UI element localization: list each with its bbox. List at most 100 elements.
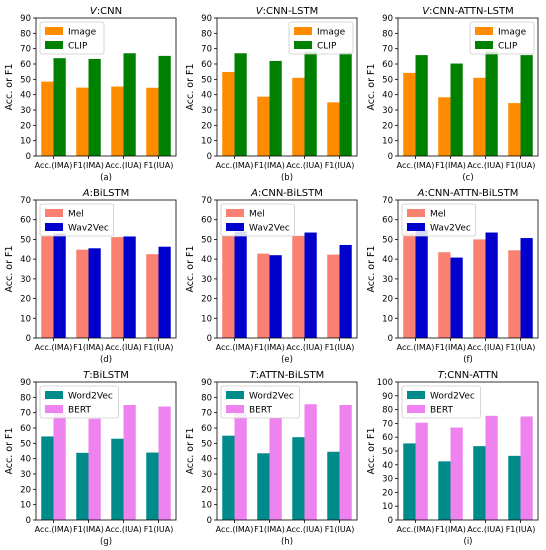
plot-frame: [397, 17, 539, 157]
bar-wav2vec-3: [304, 232, 317, 338]
panel-e: 0 10 20 30 40 50 60 70 Acc. or F1 Acc.(IMA) F1(IMA…: [185, 188, 358, 365]
x-tick-label: F1(IMA): [254, 525, 285, 534]
y-tick-label: 80: [382, 29, 393, 39]
bar-mel-3: [111, 237, 124, 338]
legend-label: Wav2Vec: [249, 224, 290, 234]
bar-image-3: [111, 86, 124, 156]
bar-word2vec-3: [473, 446, 486, 520]
bar-bert-3: [123, 405, 136, 520]
y-axis-label: Acc. or F1: [185, 245, 196, 292]
chart-title: A:CNN-BiLSTM: [250, 188, 323, 199]
y-axis-label: Acc. or F1: [4, 63, 15, 110]
chart-title-prefix: T: [83, 370, 90, 381]
bar-image-2: [76, 87, 89, 156]
x-tick-label: F1(IMA): [73, 343, 104, 352]
bar-mel-1: [222, 235, 235, 338]
y-tick-label: 80: [20, 29, 31, 39]
bar-mel-3: [292, 235, 305, 338]
y-tick-label: 60: [382, 60, 393, 70]
bar-mel-2: [257, 253, 270, 338]
legend-swatch-image: [294, 27, 312, 35]
bar-mel-2: [76, 249, 89, 338]
legend-label: BERT: [249, 406, 272, 416]
x-tick-label: Acc.(IMA): [216, 161, 254, 170]
x-tick-label: Acc.(IMA): [35, 343, 73, 352]
bar-clip-2: [88, 58, 101, 156]
bar-word2vec-2: [76, 452, 89, 520]
bar-mel-4: [508, 250, 521, 338]
legend-swatch-word2vec: [45, 391, 63, 399]
y-tick-label: 70: [20, 196, 31, 206]
y-tick-label: 0: [26, 152, 31, 162]
x-tick-label: F1(IUA): [325, 161, 355, 170]
bar-clip-1: [234, 53, 247, 157]
x-tick-label: Acc.(IUA): [286, 525, 323, 534]
y-tick-label: 30: [201, 470, 212, 480]
bar-mel-4: [327, 254, 340, 338]
bar-clip-3: [123, 53, 136, 157]
y-tick-label: 30: [20, 470, 31, 480]
chart-title-prefix: V: [422, 6, 430, 17]
panel-label: (i): [464, 537, 473, 547]
legend: Image CLIP: [39, 21, 105, 55]
bar-image-2: [438, 97, 451, 156]
bar-word2vec-3: [111, 438, 124, 520]
panel-label: (f): [463, 355, 473, 365]
chart-title-prefix: V: [90, 6, 98, 17]
bar-word2vec-4: [327, 451, 340, 520]
legend-label: Image: [498, 28, 527, 38]
y-tick-label: 40: [382, 91, 393, 101]
bar-bert-2: [269, 418, 282, 520]
y-tick-label: 40: [382, 255, 393, 265]
legend-swatch-mel: [407, 209, 425, 217]
legend-swatch-bert: [45, 405, 63, 413]
y-tick-label: 0: [207, 334, 212, 344]
y-tick-label: 70: [20, 45, 31, 55]
chart-title-text: :CNN-BiLSTM: [258, 188, 323, 199]
panel-d: 0 10 20 30 40 50 60 70 Acc. or F1 Acc.(IMA) F1(IMA…: [4, 188, 177, 365]
chart-title-text: :BiLSTM: [90, 188, 130, 199]
y-tick-label: 50: [382, 447, 393, 457]
legend-swatch-wav2vec: [226, 223, 244, 231]
bar-clip-3: [485, 51, 498, 156]
bar-mel-1: [41, 235, 54, 338]
chart-title: T:ATTN-BiLSTM: [250, 370, 325, 381]
legend-label: BERT: [68, 406, 91, 416]
chart-title: V:CNN: [90, 6, 122, 17]
legend-swatch-image: [45, 27, 63, 35]
y-tick-label: 40: [201, 255, 212, 265]
y-tick-label: 0: [388, 334, 393, 344]
y-tick-label: 20: [20, 295, 31, 305]
bar-clip-4: [339, 52, 352, 156]
bar-wav2vec-1: [415, 229, 428, 338]
y-tick-label: 70: [20, 409, 31, 419]
legend-swatch-bert: [407, 405, 425, 413]
x-tick-label: F1(IMA): [435, 161, 466, 170]
y-tick-label: 40: [201, 91, 212, 101]
chart-title-text: :BiLSTM: [89, 370, 129, 381]
y-tick-label: 20: [382, 121, 393, 131]
bar-bert-4: [158, 406, 171, 520]
legend-swatch-clip: [475, 41, 493, 49]
x-tick-label: F1(IMA): [435, 525, 466, 534]
y-tick-label: 40: [382, 461, 393, 471]
y-tick-label: 50: [201, 235, 212, 245]
legend: Word2Vec BERT: [401, 385, 481, 419]
plot-frame: [35, 199, 177, 339]
bar-wav2vec-4: [339, 244, 352, 338]
y-tick-label: 50: [382, 235, 393, 245]
legend-label: Mel: [430, 210, 446, 220]
chart-title-prefix: A: [250, 188, 258, 199]
legend: Image CLIP: [288, 21, 354, 55]
y-tick-label: 50: [201, 75, 212, 85]
x-tick-label: F1(IUA): [144, 343, 174, 352]
bar-wav2vec-4: [520, 238, 533, 338]
x-tick-label: F1(IUA): [144, 161, 174, 170]
y-axis-label: Acc. or F1: [366, 427, 377, 474]
bar-image-1: [222, 71, 235, 156]
chart-title-prefix: A: [417, 188, 425, 199]
chart-title-prefix: T: [438, 370, 445, 381]
